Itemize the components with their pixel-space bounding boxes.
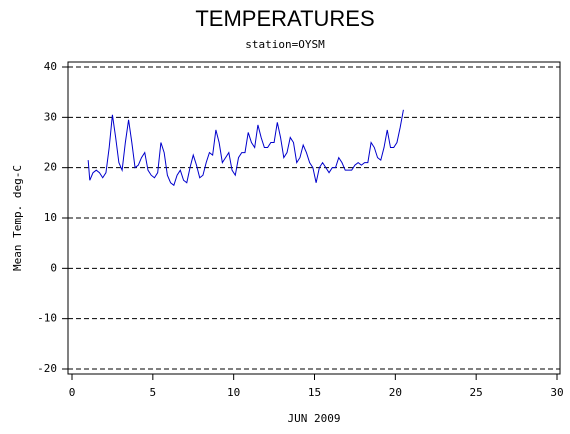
y-axis-label: Mean Temp. deg-C [11, 165, 24, 271]
y-tick-label: -20 [37, 362, 57, 375]
x-tick-label: 15 [308, 386, 321, 399]
y-tick-label: -10 [37, 312, 57, 325]
x-tick-label: 10 [227, 386, 240, 399]
x-tick-label: 0 [69, 386, 76, 399]
chart-title: TEMPERATURES [195, 6, 374, 31]
subtitle: station=OYSM [245, 38, 325, 51]
y-tick-label: 30 [44, 110, 57, 123]
x-tick-label: 20 [389, 386, 402, 399]
y-tick-label: 20 [44, 161, 57, 174]
x-axis-label: JUN 2009 [288, 412, 341, 425]
y-tick-label: 0 [50, 261, 57, 274]
y-tick-label: 10 [44, 211, 57, 224]
y-tick-label: 40 [44, 60, 57, 73]
line-series [87, 109, 404, 187]
x-tick-label: 25 [470, 386, 483, 399]
x-tick-label: 30 [550, 386, 563, 399]
x-tick-label: 5 [150, 386, 157, 399]
